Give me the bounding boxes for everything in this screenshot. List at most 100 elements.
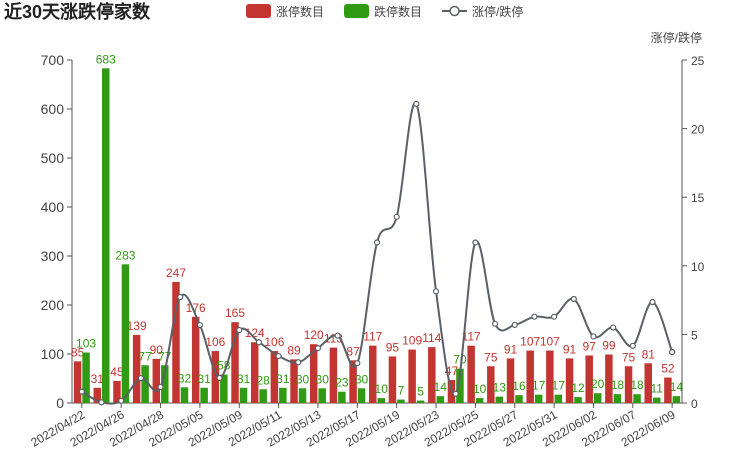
bar	[279, 387, 287, 403]
value-label: 683	[96, 52, 116, 66]
line-point	[649, 298, 656, 306]
bar	[546, 350, 554, 403]
line-point	[491, 320, 499, 327]
value-label: 17	[532, 379, 546, 393]
value-label: 31	[91, 372, 105, 386]
value-label: 14	[670, 380, 684, 394]
bar	[161, 365, 169, 403]
bar	[613, 394, 622, 403]
bar	[132, 334, 141, 403]
line-point	[216, 374, 223, 381]
bar	[231, 322, 239, 403]
value-label: 106	[205, 335, 225, 349]
bar	[456, 368, 464, 403]
line-point	[177, 293, 184, 301]
bar	[408, 349, 416, 403]
value-label: 14	[434, 380, 448, 394]
value-label: 30	[316, 372, 330, 386]
bar	[220, 374, 228, 403]
line-point	[137, 375, 144, 382]
value-label: 52	[661, 362, 675, 376]
value-label: 107	[520, 335, 540, 349]
value-label: 18	[611, 378, 625, 392]
value-label: 117	[363, 330, 382, 344]
line-point	[432, 288, 440, 295]
bar	[338, 391, 346, 403]
y-tick-label: 200	[41, 297, 65, 313]
value-label: 10	[473, 382, 487, 396]
value-label: 247	[166, 266, 186, 280]
line-point	[275, 352, 282, 360]
bar	[239, 387, 248, 403]
value-label: 7	[398, 384, 405, 398]
legend-swatch	[449, 5, 460, 17]
y2-tick-label: 0	[691, 397, 698, 411]
value-label: 23	[335, 376, 349, 390]
value-label: 114	[422, 331, 441, 345]
value-label: 91	[563, 342, 577, 356]
bar	[309, 344, 318, 403]
value-label: 176	[186, 301, 206, 315]
bar	[82, 352, 90, 403]
value-label: 124	[245, 326, 265, 340]
value-label: 165	[225, 306, 245, 320]
bar	[180, 387, 189, 403]
line-point	[314, 345, 322, 352]
line-point	[511, 321, 518, 329]
bar	[369, 345, 377, 403]
value-label: 77	[138, 349, 152, 363]
bar	[270, 351, 279, 403]
bar	[298, 388, 307, 403]
bar	[672, 396, 681, 403]
line-point	[629, 342, 636, 349]
line-point	[472, 239, 479, 246]
value-label: 30	[296, 372, 310, 386]
value-label: 70	[453, 353, 467, 367]
bar	[329, 347, 338, 403]
value-label: 5	[417, 385, 424, 399]
value-label: 28	[256, 373, 270, 387]
line-point	[78, 388, 85, 395]
value-label: 103	[76, 337, 96, 351]
bar	[526, 350, 534, 403]
ratio-line	[81, 102, 674, 405]
line-point	[550, 313, 558, 320]
legend-label: 跌停数目	[374, 4, 422, 19]
bar	[633, 394, 641, 403]
value-label: 30	[355, 372, 369, 386]
bar	[172, 281, 180, 403]
bar	[357, 388, 366, 403]
y-tick-label: 300	[41, 248, 65, 264]
bar	[475, 398, 484, 403]
bar	[349, 360, 357, 403]
value-label: 106	[264, 335, 284, 349]
line-point	[98, 399, 105, 406]
bar	[121, 264, 130, 403]
value-label: 81	[642, 347, 656, 361]
value-label: 87	[346, 344, 360, 358]
value-label: 12	[571, 381, 585, 395]
legend-label: 涨停/跌停	[472, 4, 523, 19]
value-label: 75	[484, 350, 498, 364]
line-point	[373, 239, 381, 246]
bar	[515, 395, 523, 403]
value-label: 89	[287, 343, 301, 357]
y2-axis-label: 涨停/跌停	[651, 30, 702, 45]
value-label: 91	[504, 342, 518, 356]
line-point	[413, 100, 420, 108]
bar	[388, 356, 397, 403]
value-label: 16	[512, 379, 526, 393]
line-point	[531, 313, 538, 320]
line-point	[452, 390, 459, 397]
bar	[554, 394, 563, 403]
value-label: 11	[650, 382, 663, 396]
line-point	[669, 348, 676, 356]
bar	[593, 393, 602, 403]
bar	[506, 358, 515, 403]
bar	[605, 354, 613, 403]
value-label: 283	[115, 248, 135, 262]
value-label: 117	[462, 330, 481, 344]
value-label: 95	[386, 340, 400, 354]
bar	[191, 316, 200, 403]
